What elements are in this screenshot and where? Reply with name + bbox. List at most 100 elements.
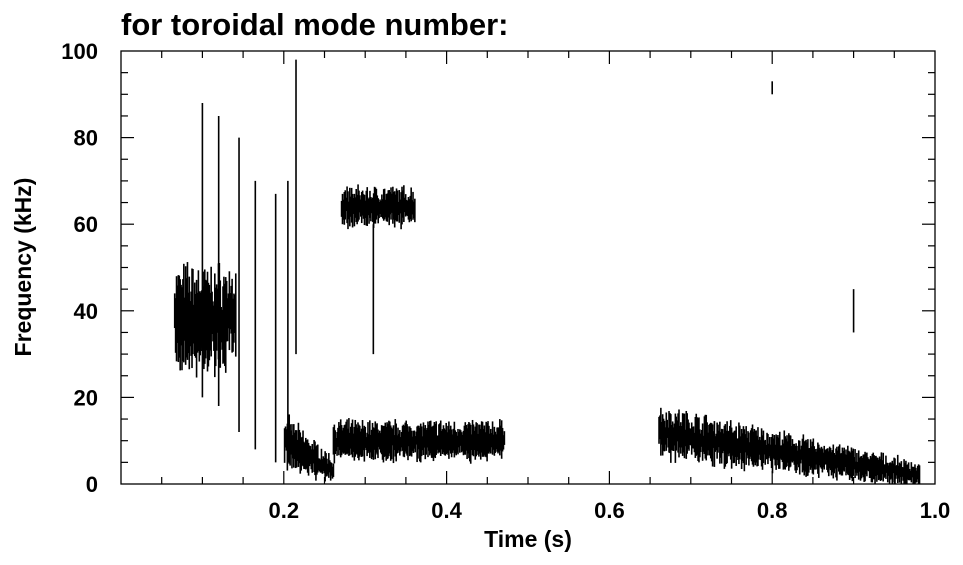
- spectral-feature-low-band-1: [383, 425, 386, 457]
- spectral-feature-low-band-2: [756, 435, 758, 467]
- spectral-feature-low-band-2: [909, 470, 912, 481]
- spectral-feature-low-band-2: [853, 457, 855, 470]
- spectral-feature-upper-band: [345, 197, 347, 212]
- spectral-feature-low-band-2: [832, 444, 835, 479]
- spectral-feature-low-band-1: [468, 422, 470, 459]
- spectral-feature-chirp-down: [321, 459, 324, 474]
- spectral-feature-low-band-2: [876, 457, 879, 476]
- spectral-feature-broadband-burst: [209, 292, 212, 351]
- spectral-feature-chirp-down: [313, 439, 315, 472]
- spectral-feature-low-band-2: [813, 446, 816, 470]
- spectral-feature-low-band-2: [739, 425, 741, 460]
- spectral-feature-low-band-2: [769, 444, 772, 461]
- spectral-feature-low-band-1: [469, 424, 472, 464]
- spectral-feature-upper-band: [381, 199, 384, 219]
- spectral-feature-upper-band: [364, 200, 367, 219]
- spectral-feature-chirp-down: [317, 458, 320, 471]
- spectral-feature-low-band-2: [729, 420, 732, 460]
- spectral-feature-low-band-2: [726, 421, 728, 464]
- spectral-feature-low-band-2: [857, 461, 859, 473]
- spectral-feature-low-band-1: [366, 432, 368, 457]
- spectral-feature-low-band-2: [690, 422, 693, 455]
- spectral-feature-upper-band: [411, 200, 413, 215]
- spectral-feature-low-band-2: [659, 415, 661, 440]
- spectral-feature-low-band-2: [819, 449, 822, 468]
- spectral-feature-low-band-1: [342, 427, 345, 454]
- spectral-feature-low-band-2: [748, 442, 751, 459]
- spectral-feature-low-band-2: [861, 457, 864, 476]
- spectral-feature-low-band-2: [809, 439, 812, 470]
- spectral-feature-low-band-1: [339, 425, 341, 451]
- spectral-feature-upper-band: [352, 197, 355, 214]
- spectral-feature-chirp-down: [285, 429, 288, 451]
- spectral-feature-low-band-2: [704, 414, 707, 459]
- spectral-feature-low-band-2: [893, 457, 895, 483]
- spectral-feature-broadband-burst: [224, 283, 226, 367]
- spectral-feature-low-band-1: [365, 437, 367, 451]
- spectral-feature-low-band-2: [691, 427, 694, 449]
- spectral-feature-low-band-2: [795, 443, 797, 474]
- spectral-feature-low-band-1: [448, 421, 450, 459]
- spectral-feature-low-band-1: [338, 422, 340, 456]
- plot-frame: [120, 50, 936, 485]
- spectral-feature-low-band-2: [847, 450, 850, 476]
- spectral-feature-broadband-burst: [213, 305, 215, 351]
- spectral-feature-chirp-down: [300, 437, 302, 471]
- spectral-feature-low-band-2: [734, 430, 737, 457]
- spectral-feature-low-band-2: [674, 413, 677, 463]
- spectral-feature-upper-band: [360, 191, 363, 224]
- spectral-feature-upper-band: [396, 190, 399, 222]
- spectral-feature-low-band-2: [715, 433, 718, 451]
- spectral-feature-low-band-2: [780, 445, 783, 460]
- spectral-feature-chirp-down: [327, 463, 329, 475]
- spectral-feature-low-band-2: [779, 445, 782, 459]
- spectral-feature-chirp-down: [325, 453, 327, 477]
- spectral-feature-low-band-2: [658, 416, 660, 444]
- spectral-feature-broadband-burst: [194, 293, 197, 358]
- spectral-feature-chirp-down: [306, 439, 309, 473]
- spectral-feature-low-band-1: [499, 425, 502, 451]
- spectral-feature-low-band-1: [464, 422, 467, 455]
- spectral-feature-low-band-2: [820, 446, 823, 469]
- spectral-feature-upper-band: [381, 194, 383, 217]
- spectral-feature-low-band-1: [409, 428, 412, 456]
- spectral-feature-low-band-2: [911, 466, 914, 478]
- spectral-feature-low-band-2: [882, 452, 885, 482]
- spectral-feature-low-band-1: [389, 425, 392, 461]
- spectral-feature-low-band-2: [855, 461, 857, 473]
- spectral-feature-upper-band: [382, 189, 385, 221]
- spectral-feature-low-band-1: [470, 434, 473, 451]
- spectral-feature-upper-band: [355, 189, 358, 223]
- spectral-feature-low-band-1: [371, 422, 374, 458]
- spectral-feature-low-band-1: [351, 419, 354, 458]
- spectral-feature-low-band-1: [492, 434, 495, 450]
- spectral-feature-low-band-2: [800, 445, 803, 460]
- spectral-feature-low-band-1: [459, 429, 461, 453]
- spectral-feature-low-band-2: [822, 452, 825, 468]
- spectral-feature-low-band-2: [660, 407, 662, 456]
- spectral-feature-low-band-1: [359, 425, 361, 457]
- spectral-feature-low-band-1: [490, 433, 493, 448]
- spectral-feature-low-band-2: [903, 459, 905, 484]
- spectral-feature-low-band-2: [894, 458, 896, 484]
- spectral-feature-low-band-2: [776, 436, 778, 461]
- spectral-feature-low-band-1: [376, 423, 378, 455]
- spectral-feature-upper-band: [402, 190, 404, 218]
- spectral-feature-broadband-burst: [199, 292, 202, 356]
- spectral-feature-low-band-2: [665, 412, 668, 451]
- spectral-feature-low-band-2: [747, 431, 749, 459]
- spectral-feature-low-band-2: [663, 420, 666, 452]
- spectral-feature-low-band-2: [830, 452, 833, 476]
- spectral-feature-broadband-burst: [193, 282, 196, 357]
- spectral-feature-low-band-2: [711, 424, 714, 467]
- spectral-feature-upper-band: [362, 194, 365, 219]
- spectral-feature-chirp-down: [299, 432, 302, 474]
- spectral-feature-low-band-1: [389, 421, 391, 454]
- spectral-feature-low-band-2: [719, 421, 721, 464]
- spectral-feature-broadband-burst: [203, 269, 206, 364]
- spectral-feature-low-band-1: [344, 424, 347, 455]
- spectral-feature-low-band-2: [827, 451, 830, 477]
- spectral-feature-low-band-1: [497, 427, 499, 454]
- spectral-feature-low-band-2: [821, 448, 824, 473]
- spectral-feature-chirp-down: [302, 430, 304, 467]
